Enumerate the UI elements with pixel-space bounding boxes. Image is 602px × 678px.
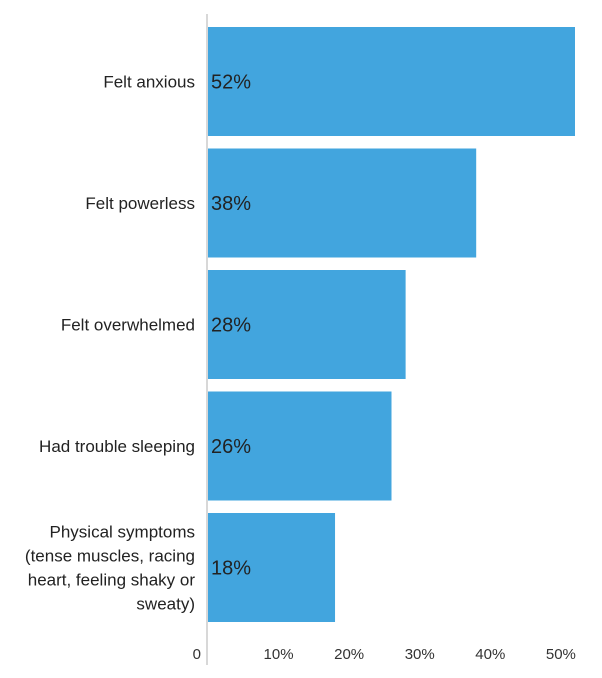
x-tick-label: 10% bbox=[264, 646, 294, 663]
category-label-line: sweaty) bbox=[136, 595, 195, 614]
x-tick-label: 40% bbox=[475, 646, 505, 663]
data-label: 52% bbox=[211, 72, 251, 94]
data-label: 28% bbox=[211, 315, 251, 337]
x-tick-label: 0 bbox=[193, 646, 201, 663]
data-label: 26% bbox=[211, 436, 251, 458]
data-label: 18% bbox=[211, 558, 251, 580]
bar bbox=[208, 513, 336, 622]
category-label: Had trouble sleeping bbox=[39, 437, 195, 456]
category-label: Felt anxious bbox=[103, 73, 195, 92]
x-tick-label: 50% bbox=[546, 646, 576, 663]
bar bbox=[208, 270, 406, 379]
bar bbox=[208, 27, 575, 136]
data-label: 38% bbox=[211, 193, 251, 215]
bar bbox=[208, 391, 392, 501]
bar bbox=[208, 148, 477, 258]
category-label: Felt powerless bbox=[85, 194, 195, 213]
category-label: Physical symptoms (tense muscles, racing h… bbox=[25, 523, 195, 614]
x-tick-label: 20% bbox=[334, 646, 364, 663]
category-label-line: heart, feeling shaky or bbox=[28, 571, 196, 590]
x-tick-label: 30% bbox=[405, 646, 435, 663]
category-label-line: Felt overwhelmed bbox=[61, 316, 195, 335]
category-label-line: Felt anxious bbox=[103, 73, 195, 92]
category-label-line: Physical symptoms bbox=[50, 523, 195, 542]
category-label-line: Felt powerless bbox=[85, 194, 195, 213]
category-label-line: Had trouble sleeping bbox=[39, 437, 195, 456]
category-label: Felt overwhelmed bbox=[61, 316, 195, 335]
category-label-line: (tense muscles, racing bbox=[25, 547, 195, 566]
